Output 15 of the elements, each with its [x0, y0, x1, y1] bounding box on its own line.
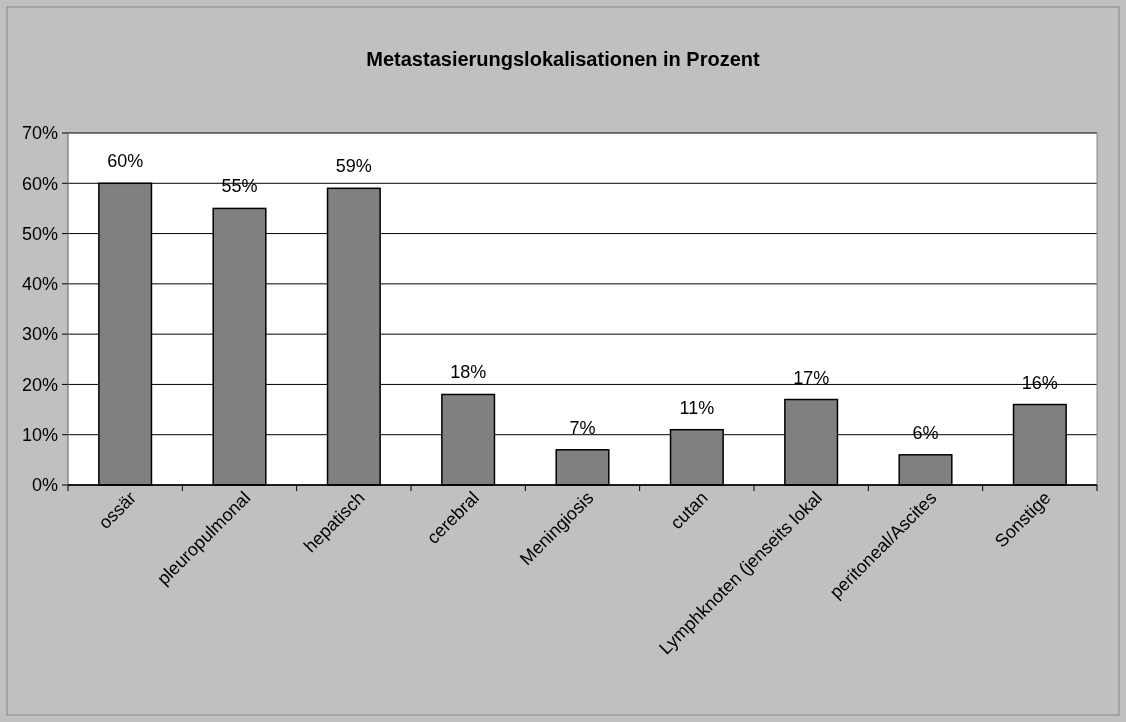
y-tick-label: 20%: [21, 374, 58, 395]
data-label: 17%: [793, 367, 830, 388]
data-label: 59%: [335, 156, 372, 177]
chart-title: Metastasierungslokalisationen in Prozent: [366, 48, 761, 70]
y-tick-label: 40%: [21, 274, 58, 295]
data-label: 7%: [569, 417, 596, 438]
data-label: 11%: [679, 397, 715, 418]
y-tick-label: 10%: [21, 425, 58, 446]
y-tick-label: 30%: [21, 324, 58, 345]
y-tick-label: 50%: [21, 223, 58, 244]
y-tick-label: 70%: [21, 123, 58, 144]
data-label: 18%: [450, 362, 487, 383]
y-tick-label: 60%: [21, 173, 58, 194]
y-tick-label: 0%: [31, 475, 58, 496]
data-label: 60%: [107, 151, 144, 172]
